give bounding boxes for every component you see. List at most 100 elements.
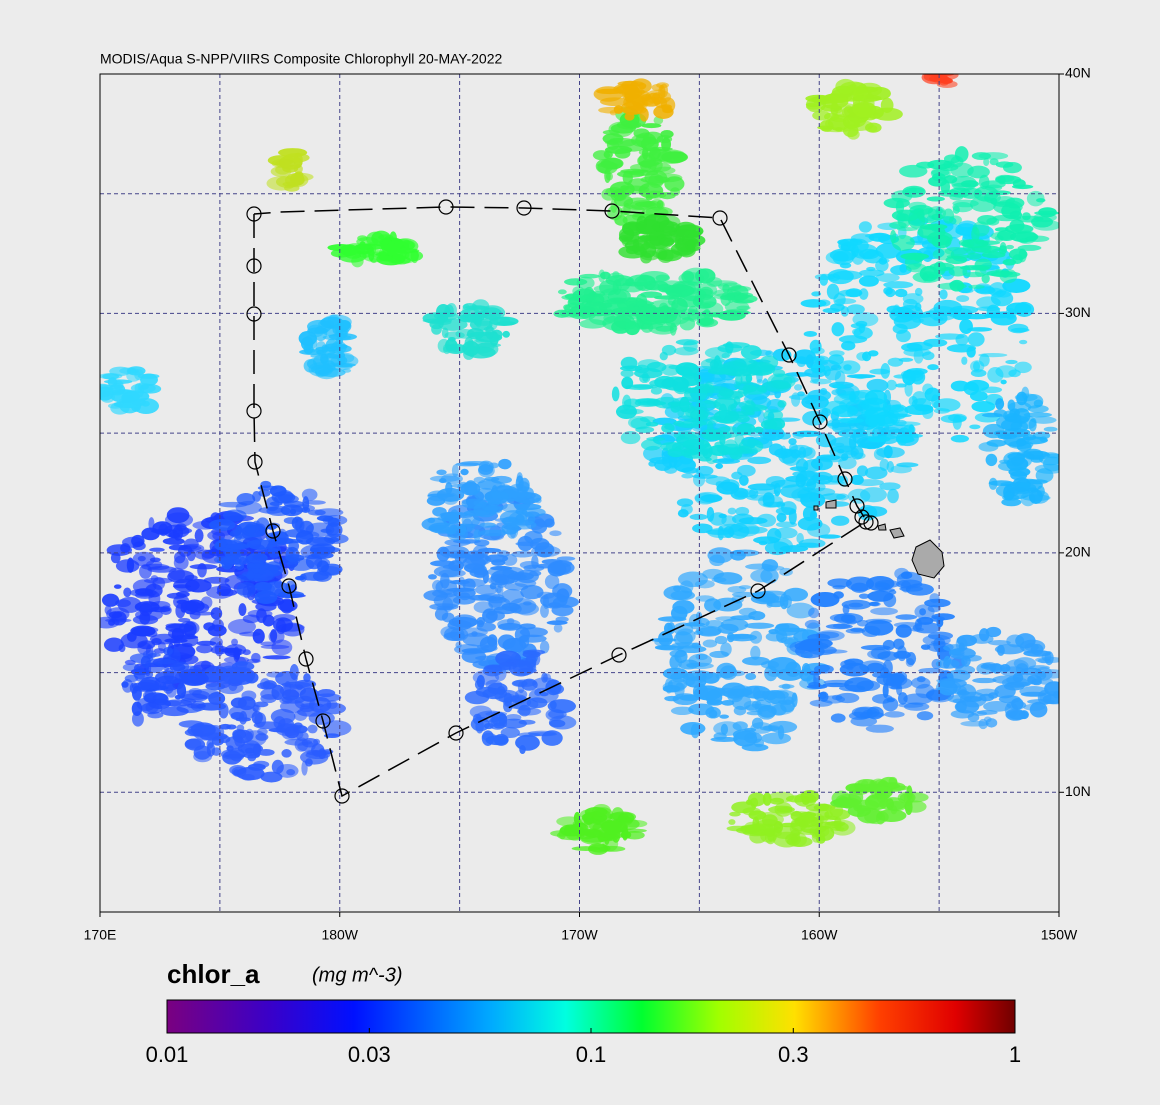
chlorophyll-patch: [932, 173, 946, 182]
chlorophyll-patch: [997, 644, 1005, 656]
chlorophyll-patch: [103, 637, 124, 652]
chlorophyll-patch: [886, 379, 897, 391]
chlorophyll-patch: [242, 614, 260, 624]
chlorophyll-patch: [702, 639, 718, 648]
chlorophyll-patch: [823, 365, 831, 377]
chlorophyll-patch: [681, 467, 699, 474]
chlorophyll-patch: [273, 494, 299, 504]
chlorophyll-patch: [906, 341, 933, 351]
chlorophyll-patch: [681, 270, 695, 283]
chlorophyll-patch: [258, 489, 271, 497]
chlorophyll-patch: [474, 539, 490, 547]
chlorophyll-patch: [759, 725, 780, 731]
chlorophyll-patch: [838, 360, 861, 375]
chlorophyll-patch: [541, 730, 563, 746]
chlorophyll-patch: [837, 448, 845, 454]
chlorophyll-patch: [564, 278, 588, 286]
chlorophyll-patch: [653, 295, 680, 300]
chlorophyll-patch: [549, 530, 562, 537]
chlorophyll-patch: [708, 280, 738, 287]
chlorophyll-patch: [983, 157, 990, 167]
chlorophyll-patch: [729, 811, 741, 817]
chlorophyll-patch: [460, 468, 469, 476]
chlorophyll-patch: [260, 480, 272, 489]
chlorophyll-patch: [280, 504, 303, 517]
chlorophyll-patch: [519, 627, 548, 638]
chlorophyll-patch: [273, 716, 286, 730]
chlorophyll-patch: [489, 316, 519, 326]
chlorophyll-patch: [889, 410, 901, 426]
x-tick-label: 170E: [84, 927, 117, 943]
chlorophyll-patch: [598, 269, 606, 283]
chlorophyll-patch: [627, 416, 650, 430]
chlorophyll-patch: [429, 603, 459, 611]
chlorophyll-patch: [990, 271, 1021, 278]
chlorophyll-patch: [444, 538, 471, 547]
chlorophyll-patch: [919, 608, 926, 616]
chlorophyll-patch: [826, 283, 840, 300]
chlorophyll-patch: [794, 642, 813, 651]
chlorophyll-patch: [867, 662, 884, 673]
chlorophyll-patch: [1016, 391, 1028, 406]
chlorophyll-patch: [865, 618, 892, 624]
chlorophyll-patch: [692, 523, 713, 534]
chlorophyll-patch: [173, 555, 189, 571]
chlorophyll-patch: [598, 106, 624, 114]
chlorophyll-patch: [620, 369, 634, 378]
chlorophyll-patch: [828, 354, 844, 365]
chlorophyll-patch: [458, 578, 487, 587]
chlorophyll-patch: [478, 463, 495, 478]
chlorophyll-patch: [761, 559, 779, 572]
chlorophyll-patch: [515, 508, 528, 515]
chlorophyll-patch: [1029, 490, 1050, 504]
chlorophyll-patch: [611, 386, 620, 402]
chlorophyll-patch: [865, 724, 894, 733]
chlorophyll-patch: [1019, 686, 1049, 697]
chlorophyll-patch: [276, 619, 287, 635]
chlorophyll-field: [100, 74, 1059, 855]
chlorophyll-patch: [254, 581, 273, 591]
chlorophyll-patch: [491, 559, 506, 566]
chlorophyll-patch: [661, 423, 675, 434]
chlorophyll-patch: [762, 427, 778, 441]
chlorophyll-patch: [139, 384, 162, 394]
chlorophyll-patch: [508, 598, 537, 614]
chlorophyll-patch: [1009, 219, 1025, 233]
chlorophyll-patch: [673, 585, 681, 592]
colorbar-ticks: 0.01 0.03 0.1 0.3 1: [146, 1028, 1021, 1067]
chlorophyll-patch: [804, 619, 821, 629]
chlorophyll-patch: [892, 234, 915, 251]
chlorophyll-patch: [482, 608, 498, 624]
chlorophyll-patch: [595, 159, 613, 174]
chlorophyll-patch: [658, 192, 676, 200]
chlorophyll-patch: [608, 121, 634, 138]
chlorophyll-patch: [813, 671, 820, 688]
chlorophyll-patch: [256, 608, 267, 623]
chlorophyll-patch: [799, 668, 814, 682]
chlorophyll-patch: [902, 369, 916, 386]
chlorophyll-patch: [719, 714, 729, 719]
chlorophyll-patch: [148, 591, 161, 607]
chlorophyll-patch: [257, 748, 275, 756]
chlorophyll-patch: [180, 693, 208, 702]
chlorophyll-patch: [479, 636, 498, 653]
chlorophyll-patch: [278, 148, 308, 158]
chlorophyll-patch: [458, 523, 467, 536]
chlorophyll-patch: [246, 658, 261, 664]
chlorophyll-patch: [952, 199, 979, 208]
chlorophyll-patch: [531, 554, 539, 569]
chlorophyll-patch: [730, 487, 749, 500]
chlorophyll-patch: [768, 443, 784, 456]
chlorophyll-patch: [720, 479, 740, 492]
chlorophyll-patch: [717, 343, 743, 353]
chlorophyll-patch: [494, 665, 507, 681]
chlorophyll-patch: [200, 660, 211, 670]
chlorophyll-patch: [271, 158, 296, 169]
chlorophyll-patch: [811, 291, 822, 297]
chlorophyll-patch: [968, 284, 985, 289]
chlorophyll-patch: [872, 671, 894, 679]
chlorophyll-patch: [786, 602, 815, 619]
chlorophyll-patch: [819, 387, 828, 396]
chlorophyll-patch: [988, 477, 998, 490]
x-tick-label: 180W: [321, 927, 358, 943]
